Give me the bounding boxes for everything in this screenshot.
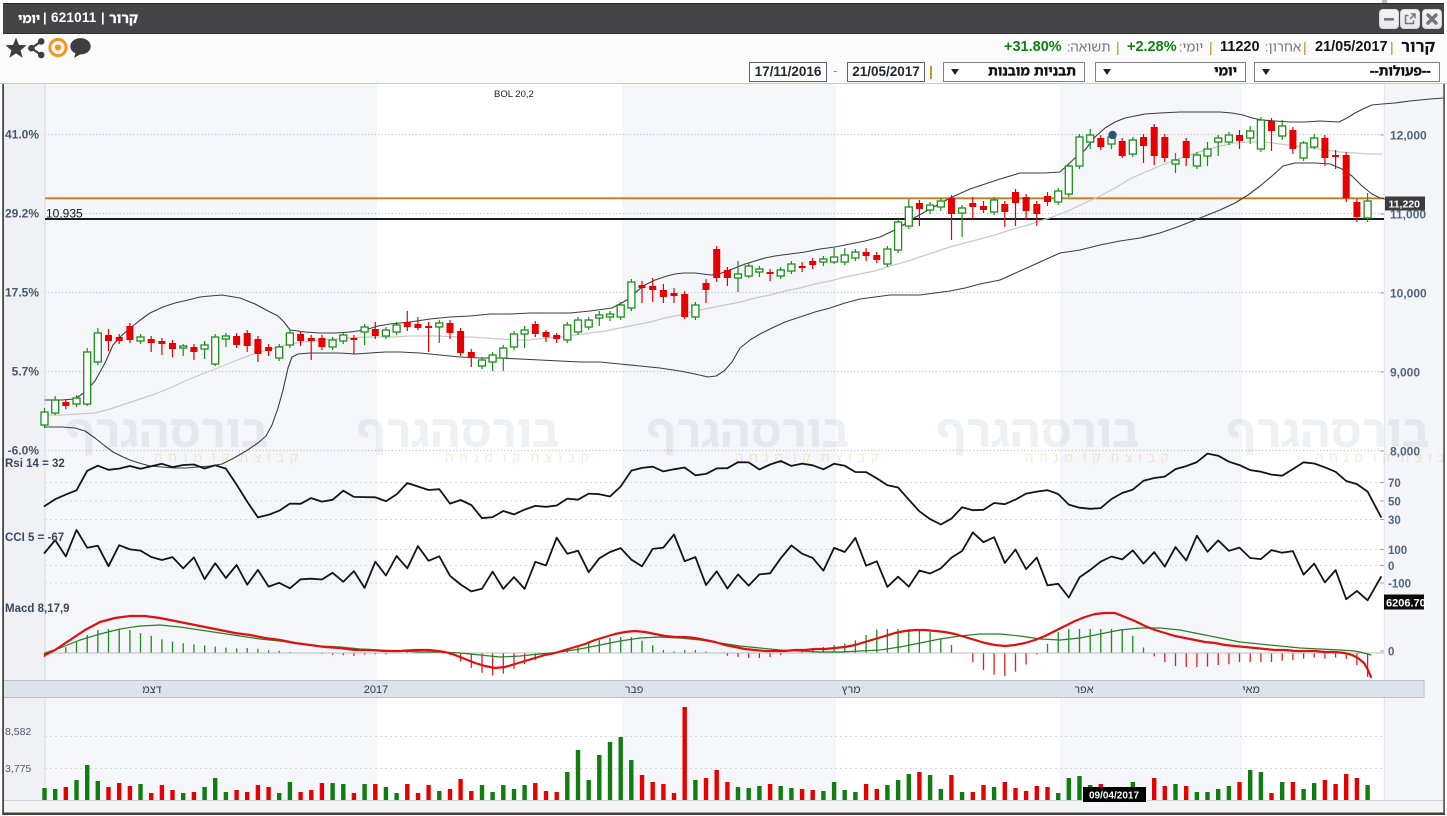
svg-text:11,220: 11,220 — [1388, 199, 1420, 211]
svg-text:100: 100 — [1388, 545, 1407, 557]
svg-text:Rsi 14 = 32: Rsi 14 = 32 — [5, 458, 65, 470]
svg-text:9,000: 9,000 — [1390, 366, 1420, 380]
svg-text:50: 50 — [1388, 497, 1401, 509]
svg-text:8,582: 8,582 — [5, 726, 31, 738]
svg-text:BOL 20,2: BOL 20,2 — [494, 89, 534, 100]
svg-text:0: 0 — [1388, 647, 1394, 659]
svg-text:10,935: 10,935 — [46, 207, 83, 221]
svg-text:8,000: 8,000 — [1390, 445, 1420, 459]
svg-text:CCI 5 = -67: CCI 5 = -67 — [5, 532, 64, 544]
svg-text:12,000: 12,000 — [1390, 129, 1427, 143]
svg-text:29.2%: 29.2% — [5, 207, 39, 221]
svg-text:-6.0%: -6.0% — [8, 444, 40, 458]
svg-text:-100: -100 — [1388, 579, 1411, 591]
svg-text:30: 30 — [1388, 515, 1401, 527]
svg-text:0: 0 — [1388, 561, 1394, 573]
svg-text:70: 70 — [1388, 478, 1401, 490]
svg-text:09/04/2017: 09/04/2017 — [1089, 791, 1139, 802]
svg-text:41.0%: 41.0% — [5, 128, 39, 142]
svg-text:Macd 8,17,9: Macd 8,17,9 — [5, 603, 70, 615]
svg-text:5.7%: 5.7% — [12, 365, 40, 379]
svg-text:2017: 2017 — [364, 684, 388, 696]
svg-text:17.5%: 17.5% — [5, 286, 39, 300]
svg-text:11,000: 11,000 — [1390, 208, 1426, 222]
svg-text:6206.70: 6206.70 — [1386, 598, 1426, 610]
svg-text:10,000: 10,000 — [1390, 287, 1427, 301]
svg-text:3,775: 3,775 — [5, 763, 31, 775]
